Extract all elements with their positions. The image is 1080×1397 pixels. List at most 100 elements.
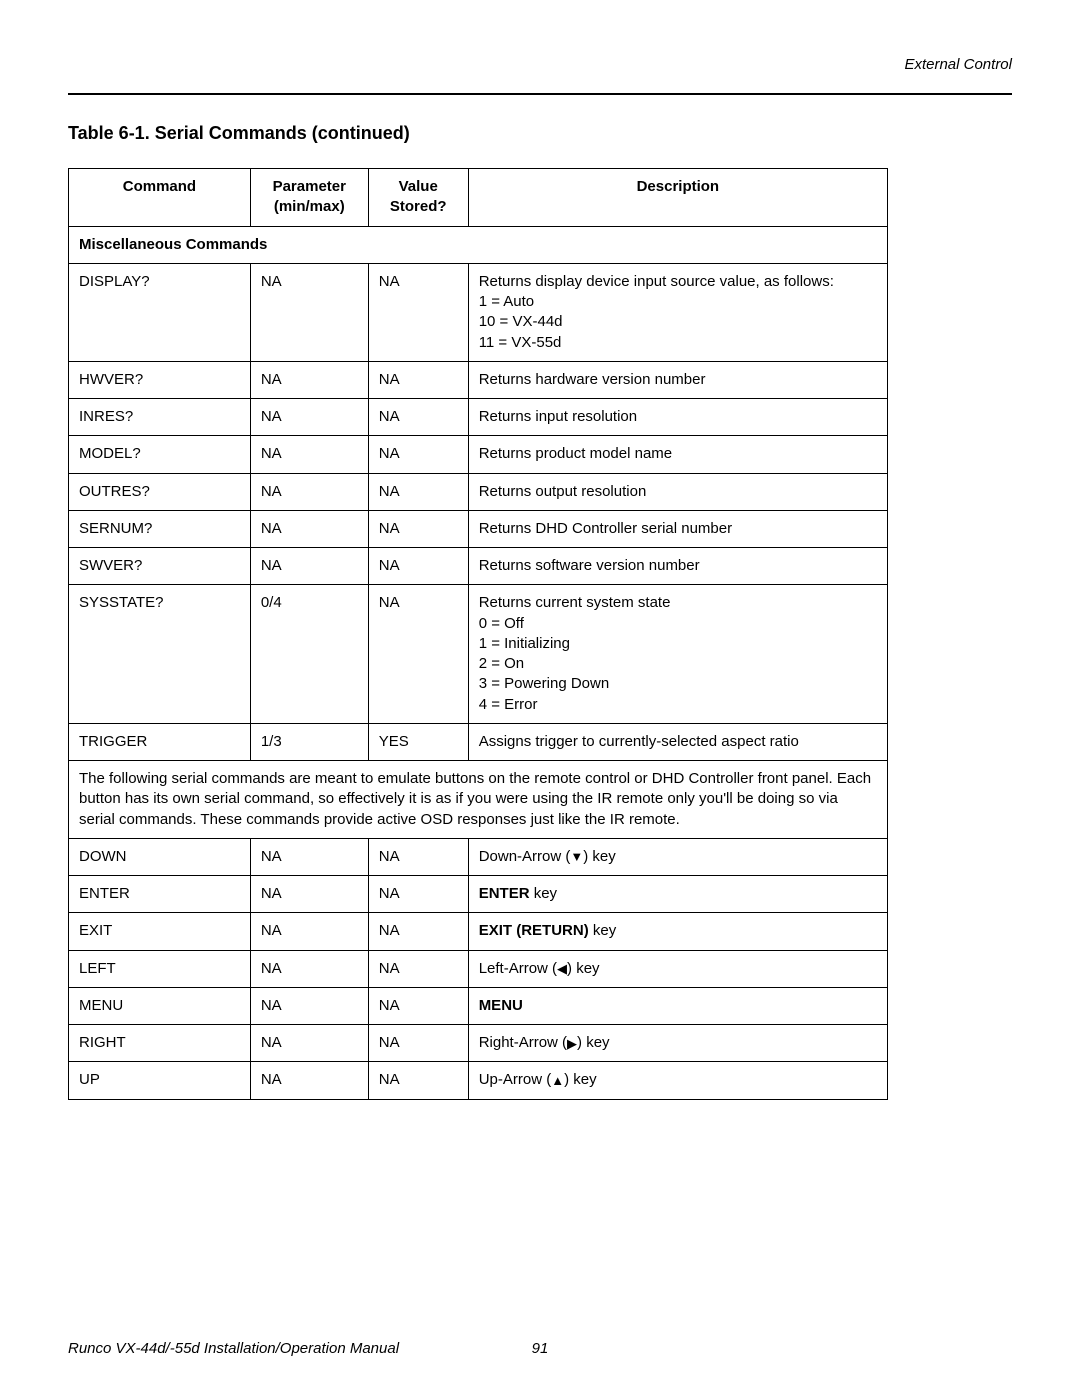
desc-line: 11 = VX-55d — [479, 334, 562, 351]
desc-pre: Right-Arrow ( — [479, 1034, 567, 1051]
table-row: SYSSTATE?0/4NAReturns current system sta… — [69, 585, 888, 724]
note-text: The following serial commands are meant … — [69, 761, 888, 839]
cell-parameter: 0/4 — [250, 585, 368, 724]
cell-parameter: NA — [250, 510, 368, 547]
desc-line: Returns software version number — [479, 557, 700, 574]
table-row: MODEL?NANAReturns product model name — [69, 436, 888, 473]
table-row: RIGHTNANARight-Arrow (▶) key — [69, 1025, 888, 1062]
desc-line: 1 = Initializing — [479, 635, 570, 652]
cell-parameter: NA — [250, 987, 368, 1024]
cell-command: RIGHT — [69, 1025, 251, 1062]
desc-post: key — [589, 922, 617, 939]
cell-value-stored: NA — [368, 913, 468, 950]
cell-command: HWVER? — [69, 361, 251, 398]
cell-value-stored: NA — [368, 399, 468, 436]
desc-pre: Left-Arrow ( — [479, 960, 557, 977]
col-command: Command — [69, 169, 251, 227]
cell-command: OUTRES? — [69, 473, 251, 510]
cell-description: ENTER key — [468, 876, 887, 913]
cell-parameter: NA — [250, 876, 368, 913]
desc-line: 0 = Off — [479, 615, 524, 632]
table-row: DOWNNANADown-Arrow (▼) key — [69, 838, 888, 875]
table-row: SERNUM?NANAReturns DHD Controller serial… — [69, 510, 888, 547]
cell-description: Returns input resolution — [468, 399, 887, 436]
cell-value-stored: NA — [368, 838, 468, 875]
cell-description: Up-Arrow (▲) key — [468, 1062, 887, 1099]
cell-parameter: NA — [250, 361, 368, 398]
table-row: LEFTNANALeft-Arrow (◀) key — [69, 950, 888, 987]
cell-command: DISPLAY? — [69, 263, 251, 361]
cell-command: INRES? — [69, 399, 251, 436]
cell-command: SERNUM? — [69, 510, 251, 547]
desc-line: Returns output resolution — [479, 483, 647, 500]
cell-description: MENU — [468, 987, 887, 1024]
cell-description: Assigns trigger to currently-selected as… — [468, 723, 887, 760]
cell-value-stored: NA — [368, 1062, 468, 1099]
cell-value-stored: NA — [368, 1025, 468, 1062]
arrow-icon: ◀ — [557, 962, 567, 975]
header-section-label: External Control — [68, 56, 1012, 73]
cell-value-stored: YES — [368, 723, 468, 760]
desc-pre: Down-Arrow ( — [479, 848, 571, 865]
cell-command: UP — [69, 1062, 251, 1099]
desc-line: Returns display device input source valu… — [479, 273, 834, 290]
desc-line: Returns DHD Controller serial number — [479, 520, 732, 537]
cell-command: TRIGGER — [69, 723, 251, 760]
cell-command: DOWN — [69, 838, 251, 875]
desc-line: 4 = Error — [479, 696, 538, 713]
cell-parameter: NA — [250, 548, 368, 585]
col-description: Description — [468, 169, 887, 227]
section-heading: Miscellaneous Commands — [69, 226, 888, 263]
footer-manual-title: Runco VX-44d/-55d Installation/Operation… — [68, 1340, 399, 1357]
cell-command: MODEL? — [69, 436, 251, 473]
cell-description: Returns DHD Controller serial number — [468, 510, 887, 547]
cell-value-stored: NA — [368, 263, 468, 361]
cell-value-stored: NA — [368, 436, 468, 473]
cell-parameter: NA — [250, 1025, 368, 1062]
table-row: MENUNANAMENU — [69, 987, 888, 1024]
cell-parameter: NA — [250, 1062, 368, 1099]
cell-value-stored: NA — [368, 585, 468, 724]
desc-post: ) key — [567, 960, 600, 977]
desc-line: Returns hardware version number — [479, 371, 706, 388]
arrow-icon: ▲ — [551, 1074, 564, 1087]
section-heading-row: Miscellaneous Commands — [69, 226, 888, 263]
cell-description: EXIT (RETURN) key — [468, 913, 887, 950]
cell-description: Returns current system state0 = Off1 = I… — [468, 585, 887, 724]
table-row: DISPLAY?NANAReturns display device input… — [69, 263, 888, 361]
desc-bold: EXIT (RETURN) — [479, 922, 589, 939]
table-row: SWVER?NANAReturns software version numbe… — [69, 548, 888, 585]
desc-pre: Up-Arrow ( — [479, 1071, 552, 1088]
cell-value-stored: NA — [368, 987, 468, 1024]
table-row: ENTERNANAENTER key — [69, 876, 888, 913]
table-header-row: Command Parameter (min/max) Value Stored… — [69, 169, 888, 227]
cell-parameter: NA — [250, 950, 368, 987]
cell-command: LEFT — [69, 950, 251, 987]
cell-description: Left-Arrow (◀) key — [468, 950, 887, 987]
table-row: INRES?NANAReturns input resolution — [69, 399, 888, 436]
cell-command: EXIT — [69, 913, 251, 950]
cell-description: Returns output resolution — [468, 473, 887, 510]
cell-command: SYSSTATE? — [69, 585, 251, 724]
desc-line: 1 = Auto — [479, 293, 534, 310]
cell-value-stored: NA — [368, 510, 468, 547]
desc-bold: ENTER — [479, 885, 530, 902]
desc-line: Assigns trigger to currently-selected as… — [479, 733, 799, 750]
cell-parameter: NA — [250, 838, 368, 875]
desc-post: ) key — [564, 1071, 597, 1088]
page-footer: Runco VX-44d/-55d Installation/Operation… — [68, 1340, 1012, 1357]
table-row: OUTRES?NANAReturns output resolution — [69, 473, 888, 510]
desc-line: 3 = Powering Down — [479, 675, 610, 692]
cell-command: SWVER? — [69, 548, 251, 585]
cell-description: Returns hardware version number — [468, 361, 887, 398]
arrow-icon: ▼ — [570, 850, 583, 863]
cell-description: Returns product model name — [468, 436, 887, 473]
col-value-stored: Value Stored? — [368, 169, 468, 227]
desc-bold: MENU — [479, 997, 523, 1014]
table-row: UPNANAUp-Arrow (▲) key — [69, 1062, 888, 1099]
header-rule — [68, 93, 1012, 95]
cell-parameter: NA — [250, 913, 368, 950]
cell-parameter: NA — [250, 399, 368, 436]
cell-parameter: NA — [250, 263, 368, 361]
desc-post: ) key — [583, 848, 616, 865]
